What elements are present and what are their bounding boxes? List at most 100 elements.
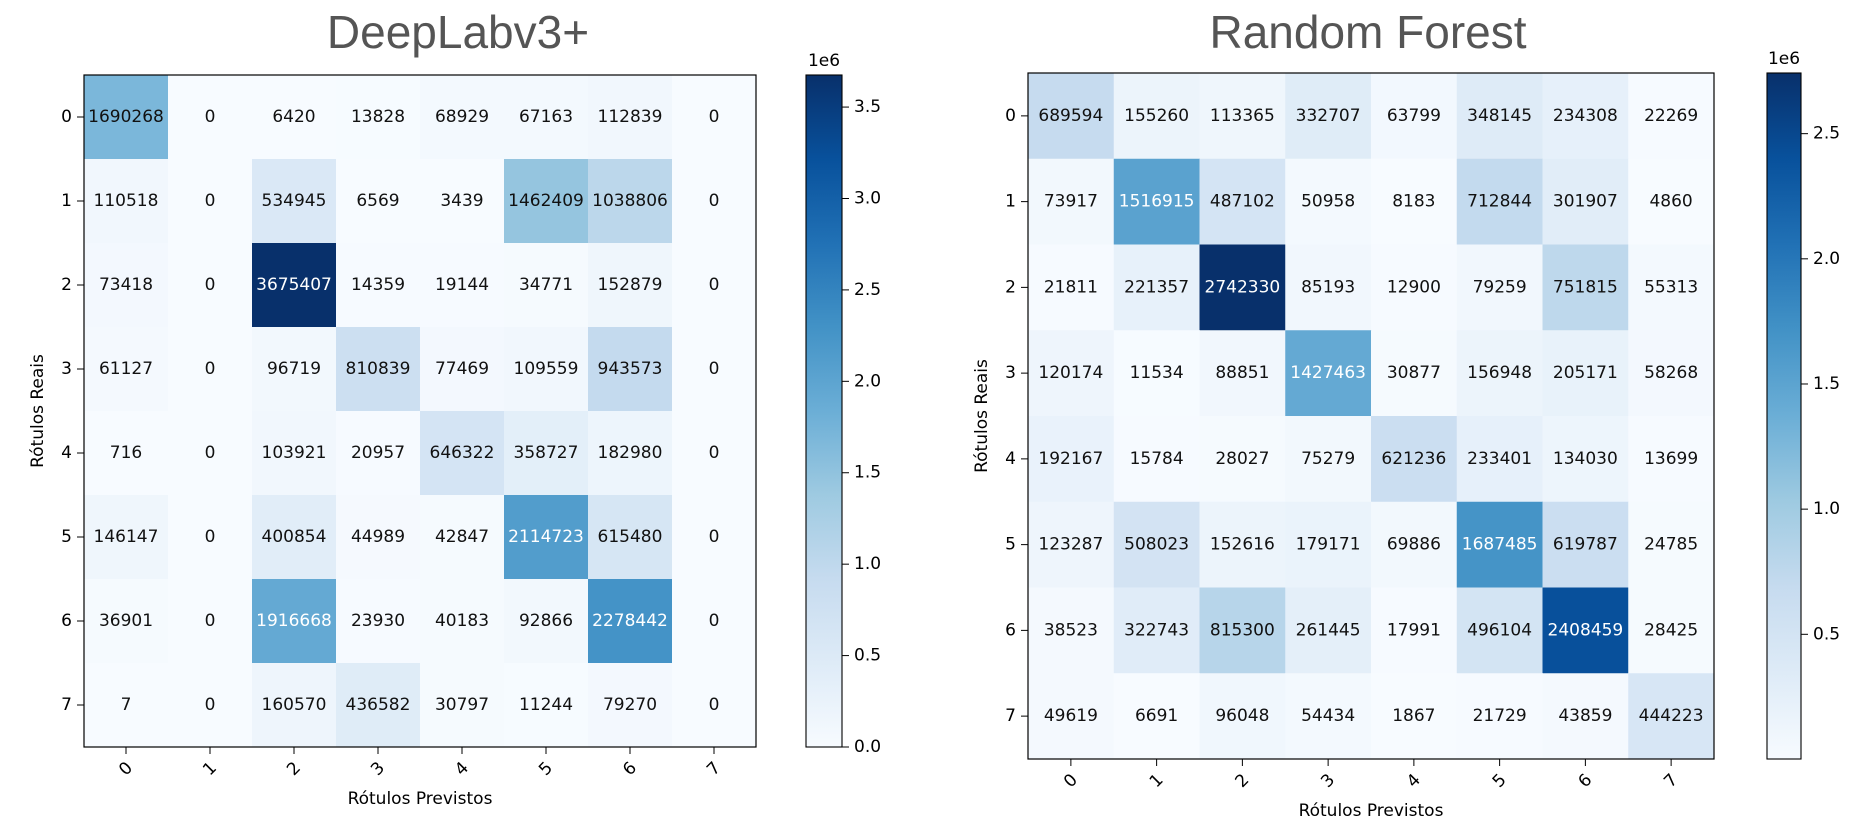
heatmap-cell <box>672 75 757 160</box>
heatmap-cell <box>1113 330 1200 417</box>
y-tick-label: 2 <box>61 275 72 295</box>
heatmap-cell <box>84 75 169 160</box>
heatmap-cell <box>588 663 673 748</box>
colorbar-tick-label: 3.5 <box>854 97 881 117</box>
heatmap-cell <box>1628 673 1715 760</box>
cell-value-label: 2408459 <box>1548 620 1624 640</box>
colorbar-tick-label: 2.0 <box>854 371 881 391</box>
cell-value-label: 63799 <box>1387 106 1441 126</box>
x-tick-label: 2 <box>1231 770 1253 792</box>
x-tick-label: 0 <box>115 758 137 780</box>
colorbar-tick-label: 1.0 <box>1813 499 1840 519</box>
heatmap-cell <box>252 243 337 328</box>
cell-value-label: 123287 <box>1038 535 1103 555</box>
x-axis-label: Rótulos Previstos <box>348 789 493 809</box>
cell-value-label: 113365 <box>1210 106 1275 126</box>
heatmap-cell <box>504 243 589 328</box>
heatmap-cell <box>504 495 589 580</box>
heatmap-cell <box>420 579 505 664</box>
heatmap-cell <box>672 243 757 328</box>
cell-value-label: 96048 <box>1215 706 1269 726</box>
cell-value-label: 36901 <box>99 611 153 631</box>
cell-value-label: 13828 <box>351 107 405 127</box>
cell-value-label: 160570 <box>262 695 327 715</box>
cell-value-label: 77469 <box>435 359 489 379</box>
heatmap-cell <box>1371 330 1458 417</box>
heatmap-cell <box>1199 244 1286 331</box>
cell-value-label: 322743 <box>1124 620 1189 640</box>
heatmap-cell <box>1628 416 1715 503</box>
chart-title: DeepLabv3+ <box>327 6 589 58</box>
cell-value-label: 38523 <box>1044 620 1098 640</box>
colorbar-tick-label: 1.5 <box>854 463 881 483</box>
colorbar-tick-label: 2.0 <box>1813 249 1840 269</box>
heatmap-cell <box>1285 501 1372 588</box>
cell-value-label: 19144 <box>435 275 489 295</box>
heatmap-cell <box>1628 73 1715 160</box>
cell-value-label: 85193 <box>1301 277 1355 297</box>
heatmap-cell <box>1542 587 1629 674</box>
heatmap-cell <box>1113 416 1200 503</box>
y-tick-label: 5 <box>61 527 72 547</box>
heatmap-cell <box>504 663 589 748</box>
heatmap-cells <box>1028 73 1715 760</box>
cell-value-label: 61127 <box>99 359 153 379</box>
heatmap-cell <box>420 159 505 244</box>
heatmap-cell <box>1542 73 1629 160</box>
cell-value-label: 24785 <box>1644 535 1698 555</box>
x-tick-label: 5 <box>535 758 557 780</box>
cell-value-label: 110518 <box>94 191 159 211</box>
x-tick-label: 4 <box>451 758 473 780</box>
cell-value-label: 0 <box>205 191 216 211</box>
heatmap-cell <box>1456 673 1543 760</box>
heatmap-cell <box>1113 673 1200 760</box>
x-tick-label: 3 <box>367 758 389 780</box>
cell-value-label: 109559 <box>514 359 579 379</box>
cell-value-label: 0 <box>709 275 720 295</box>
cell-value-label: 73418 <box>99 275 153 295</box>
heatmap-cell <box>588 75 673 160</box>
cell-value-label: 152879 <box>598 275 663 295</box>
heatmap-cell <box>336 579 421 664</box>
cell-value-label: 508023 <box>1124 535 1189 555</box>
x-tick-label: 7 <box>703 758 725 780</box>
cell-value-label: 15784 <box>1130 449 1184 469</box>
heatmap-cell <box>336 663 421 748</box>
cell-value-label: 1916668 <box>256 611 332 631</box>
x-tick-label: 3 <box>1317 770 1339 792</box>
heatmap-cell <box>1113 158 1200 245</box>
cell-value-label: 0 <box>205 107 216 127</box>
cell-value-label: 182980 <box>598 443 663 463</box>
cell-labels: 1690268 0 6420 13828 68929 67163 112839 0 110518… <box>88 107 719 715</box>
cell-value-label: 155260 <box>1124 106 1189 126</box>
heatmap-cells <box>84 75 757 748</box>
x-tick-label: 5 <box>1489 770 1511 792</box>
y-tick-label: 4 <box>1005 449 1016 469</box>
cell-value-label: 646322 <box>430 443 495 463</box>
heatmap-cell <box>336 495 421 580</box>
cell-value-label: 14359 <box>351 275 405 295</box>
x-tick-label: 0 <box>1060 770 1082 792</box>
colorbar <box>805 74 843 748</box>
y-tick-label: 3 <box>1005 363 1016 383</box>
cell-value-label: 301907 <box>1553 192 1618 212</box>
cell-value-label: 156948 <box>1467 363 1532 383</box>
cell-value-label: 619787 <box>1553 535 1618 555</box>
cell-value-label: 1462409 <box>508 191 584 211</box>
cell-value-label: 534945 <box>262 191 327 211</box>
cell-value-label: 0 <box>709 191 720 211</box>
heatmap-cell <box>336 327 421 412</box>
cell-value-label: 1687485 <box>1462 535 1538 555</box>
heatmap-cell <box>1199 73 1286 160</box>
cell-value-label: 496104 <box>1467 620 1532 640</box>
heatmap-cell <box>1542 501 1629 588</box>
x-tick-label: 2 <box>283 758 305 780</box>
cell-value-label: 146147 <box>94 527 159 547</box>
cell-value-label: 0 <box>709 527 720 547</box>
cell-value-label: 7 <box>121 695 132 715</box>
y-tick-label: 2 <box>1005 277 1016 297</box>
cell-value-label: 8183 <box>1392 192 1435 212</box>
cell-value-label: 6569 <box>356 191 399 211</box>
cell-value-label: 261445 <box>1296 620 1361 640</box>
cell-value-label: 2742330 <box>1205 277 1281 297</box>
